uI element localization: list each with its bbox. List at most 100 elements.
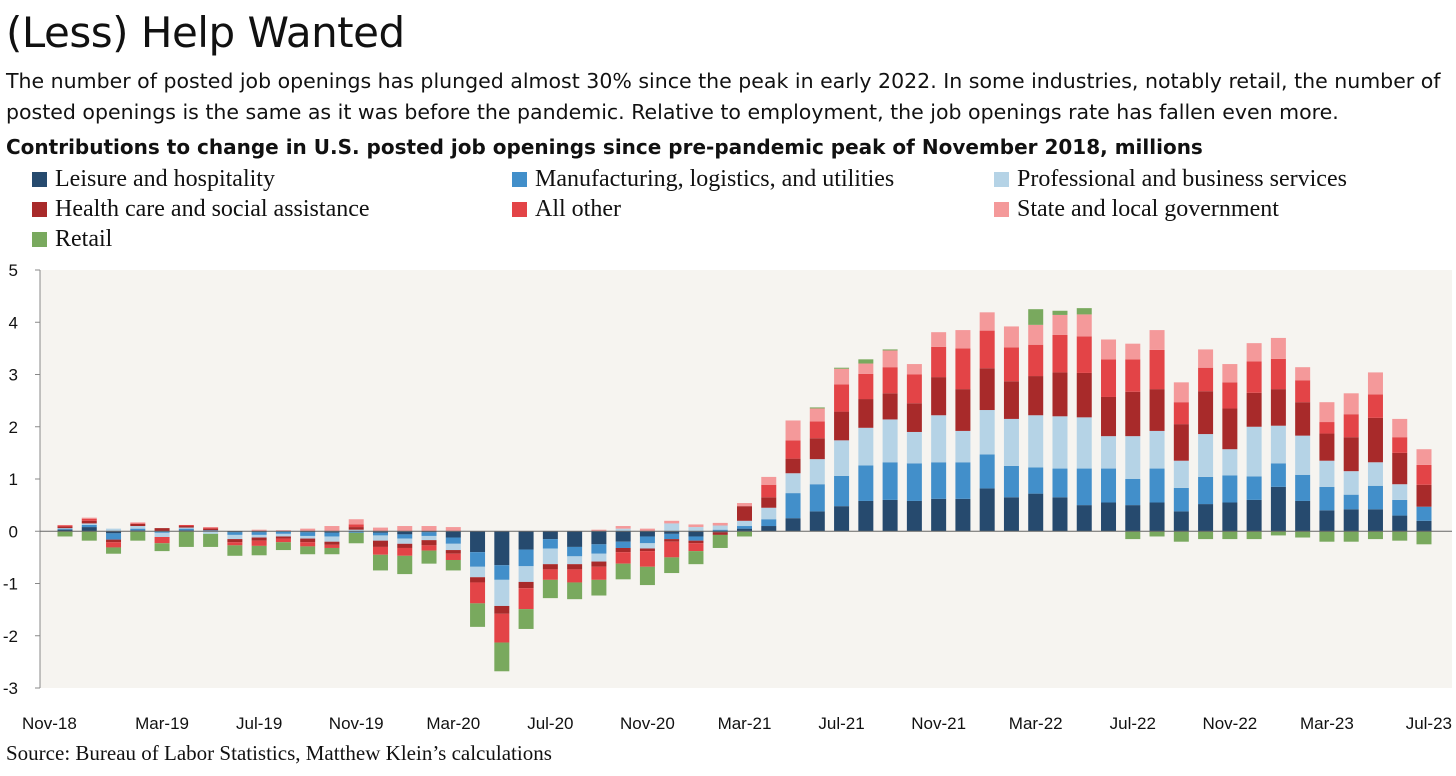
bar-health-Feb-23 bbox=[1295, 402, 1311, 436]
bar-manufacturing-Oct-21 bbox=[906, 463, 922, 501]
bar-leisure-Mar-21 bbox=[737, 528, 752, 532]
bar-leisure-Dec-18 bbox=[81, 527, 97, 532]
bar-government-Jul-23 bbox=[1416, 449, 1432, 465]
bar-health-Mar-19 bbox=[154, 528, 170, 532]
bar-health-Dec-19 bbox=[372, 540, 388, 547]
bar-government-Apr-21 bbox=[761, 476, 777, 485]
bar-retail-Nov-22 bbox=[1222, 531, 1238, 540]
bar-retail-Sep-22 bbox=[1173, 531, 1189, 542]
bar-health-Aug-22 bbox=[1149, 389, 1165, 431]
bar-other-Sep-21 bbox=[882, 367, 898, 394]
x-tick-label: Mar-19 bbox=[135, 714, 189, 733]
legend-swatch-professional bbox=[994, 172, 1009, 187]
bar-health-Dec-21 bbox=[955, 389, 971, 431]
bar-professional-Apr-23 bbox=[1343, 471, 1359, 495]
bar-leisure-Jun-20 bbox=[518, 531, 534, 550]
x-tick-label: Jul-19 bbox=[236, 714, 282, 733]
legend-swatch-health bbox=[32, 202, 47, 217]
bar-leisure-Jul-22 bbox=[1125, 505, 1141, 532]
bar-leisure-Mar-23 bbox=[1319, 510, 1335, 532]
bar-professional-Dec-18 bbox=[81, 523, 97, 525]
bar-manufacturing-Jun-20 bbox=[518, 549, 534, 567]
bar-manufacturing-Mar-23 bbox=[1319, 486, 1335, 511]
bar-other-Jul-22 bbox=[1125, 359, 1141, 392]
legend-label: Retail bbox=[55, 226, 113, 252]
bar-government-Sep-22 bbox=[1173, 382, 1189, 403]
bar-leisure-Jul-21 bbox=[834, 506, 850, 532]
bar-retail-Mar-20 bbox=[445, 559, 461, 571]
bar-government-Feb-19 bbox=[130, 522, 146, 524]
bar-government-Oct-20 bbox=[615, 526, 631, 529]
legend-item-government: State and local government bbox=[994, 196, 1279, 223]
bar-professional-Aug-20 bbox=[567, 556, 583, 565]
bar-other-Dec-18 bbox=[81, 518, 97, 521]
bar-manufacturing-Apr-22 bbox=[1052, 468, 1068, 498]
bar-professional-Dec-22 bbox=[1246, 426, 1262, 477]
bar-health-Dec-20 bbox=[664, 539, 680, 542]
bar-other-Feb-20 bbox=[421, 545, 437, 551]
x-tick-label: Jul-21 bbox=[818, 714, 864, 733]
bar-health-Jun-22 bbox=[1101, 396, 1117, 437]
legend-label: Health care and social assistance bbox=[55, 196, 370, 222]
bar-manufacturing-Feb-23 bbox=[1295, 474, 1311, 501]
x-tick-label: Jul-22 bbox=[1110, 714, 1156, 733]
bar-leisure-May-21 bbox=[785, 518, 801, 532]
bar-retail-Sep-20 bbox=[591, 579, 607, 596]
bar-health-Oct-21 bbox=[906, 403, 922, 432]
bar-manufacturing-Aug-21 bbox=[858, 465, 874, 501]
bar-retail-Sep-21 bbox=[882, 349, 898, 351]
bar-manufacturing-Jan-21 bbox=[688, 536, 704, 541]
bar-manufacturing-Mar-21 bbox=[737, 526, 752, 529]
bar-retail-May-22 bbox=[1076, 308, 1092, 315]
bar-health-Mar-23 bbox=[1319, 433, 1335, 461]
bar-retail-Apr-23 bbox=[1343, 531, 1359, 542]
bar-other-Oct-21 bbox=[906, 374, 922, 404]
bar-leisure-Jan-21 bbox=[688, 531, 704, 537]
bar-leisure-Sep-19 bbox=[300, 531, 316, 533]
bar-retail-Dec-19 bbox=[372, 554, 388, 571]
bar-government-Jun-21 bbox=[809, 408, 825, 422]
bar-government-Mar-21 bbox=[737, 503, 752, 507]
bar-retail-Mar-21 bbox=[737, 531, 752, 537]
bar-government-Jan-21 bbox=[688, 524, 704, 528]
bar-retail-Mar-19 bbox=[154, 543, 170, 552]
bar-other-May-22 bbox=[1076, 336, 1092, 373]
bar-health-Sep-19 bbox=[300, 538, 316, 543]
bar-leisure-Dec-21 bbox=[955, 498, 971, 532]
bar-other-Apr-21 bbox=[761, 484, 777, 498]
bar-retail-Nov-19 bbox=[348, 532, 364, 544]
bar-professional-Dec-21 bbox=[955, 430, 971, 463]
bar-health-Feb-22 bbox=[1003, 381, 1019, 419]
bar-government-Nov-20 bbox=[639, 528, 655, 532]
bar-leisure-Dec-19 bbox=[372, 531, 388, 533]
bar-government-Feb-22 bbox=[1003, 326, 1019, 348]
bar-health-Mar-22 bbox=[1028, 376, 1044, 416]
bar-health-Sep-22 bbox=[1173, 424, 1189, 461]
bar-other-Nov-22 bbox=[1222, 382, 1238, 409]
bar-professional-Jul-22 bbox=[1125, 436, 1141, 479]
bar-government-Dec-20 bbox=[664, 520, 680, 524]
bar-health-Jul-21 bbox=[834, 411, 850, 441]
bar-leisure-Sep-20 bbox=[591, 531, 607, 545]
bar-professional-Nov-20 bbox=[639, 543, 655, 549]
legend-item-leisure: Leisure and hospitality bbox=[32, 166, 275, 193]
bar-other-May-23 bbox=[1367, 394, 1383, 418]
bar-leisure-Oct-20 bbox=[615, 531, 631, 542]
bar-leisure-Nov-20 bbox=[639, 531, 655, 537]
bar-other-Apr-19 bbox=[178, 524, 194, 527]
bar-government-Jun-23 bbox=[1392, 418, 1408, 438]
bar-other-May-19 bbox=[203, 527, 219, 529]
bar-other-Jan-20 bbox=[397, 547, 413, 556]
x-tick-label: Nov-20 bbox=[620, 714, 675, 733]
bar-government-Apr-23 bbox=[1343, 393, 1359, 415]
x-tick-label: Nov-21 bbox=[911, 714, 966, 733]
bar-professional-Sep-21 bbox=[882, 419, 898, 463]
bar-other-Jan-19 bbox=[106, 542, 122, 548]
bar-manufacturing-Aug-20 bbox=[567, 546, 583, 557]
bar-other-May-20 bbox=[494, 613, 510, 643]
bar-manufacturing-Jan-19 bbox=[106, 533, 122, 540]
bar-other-Oct-19 bbox=[324, 544, 340, 548]
bar-government-Oct-22 bbox=[1198, 349, 1214, 368]
bar-retail-Jul-22 bbox=[1125, 531, 1141, 540]
legend-swatch-manufacturing bbox=[512, 172, 527, 187]
